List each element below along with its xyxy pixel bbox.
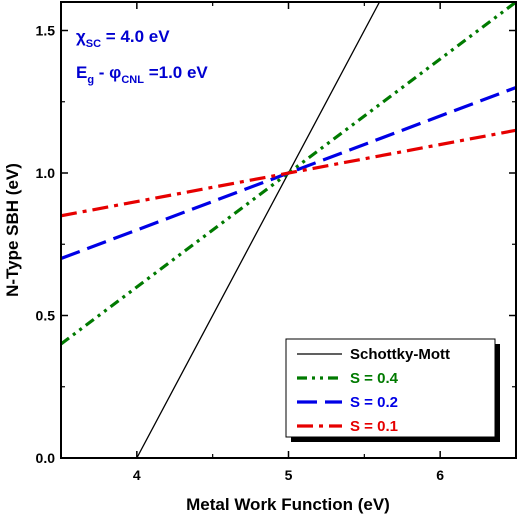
y-tick-label: 1.0: [36, 165, 56, 181]
legend-box: [285, 338, 496, 438]
series-line-4: [61, 128, 516, 218]
series-layer: [61, 2, 516, 458]
legend-label: S = 0.2: [350, 394, 398, 411]
legend-label: S = 0.1: [350, 418, 398, 435]
legend-label: S = 0.4: [350, 370, 399, 387]
legend-items: Schottky-Mott S = 0.4 S = 0.2 S = 0.1: [297, 346, 450, 435]
legend: Schottky-Mott S = 0.4 S = 0.2 S = 0.1: [285, 338, 500, 442]
ticks-layer: 4 5 6 0.0 0.5 1.0 1.5: [36, 2, 517, 483]
x-tick-label: 6: [436, 467, 444, 483]
y-tick-label: 0.5: [36, 308, 56, 324]
legend-label: Schottky-Mott: [350, 346, 450, 363]
x-axis-title: Metal Work Function (eV): [186, 495, 390, 514]
x-tick-label: 5: [285, 467, 293, 483]
annotation-chi: χSC = 4.0 eV: [76, 27, 170, 50]
y-tick-label: 1.5: [36, 23, 56, 39]
annotation-eg-phi: Eg - φCNL =1.0 eV: [76, 63, 208, 86]
series-line-1: [136, 2, 381, 458]
x-tick-label: 4: [133, 467, 141, 483]
y-axis-title: N-Type SBH (eV): [3, 163, 22, 297]
y-tick-label: 0.0: [36, 450, 56, 466]
